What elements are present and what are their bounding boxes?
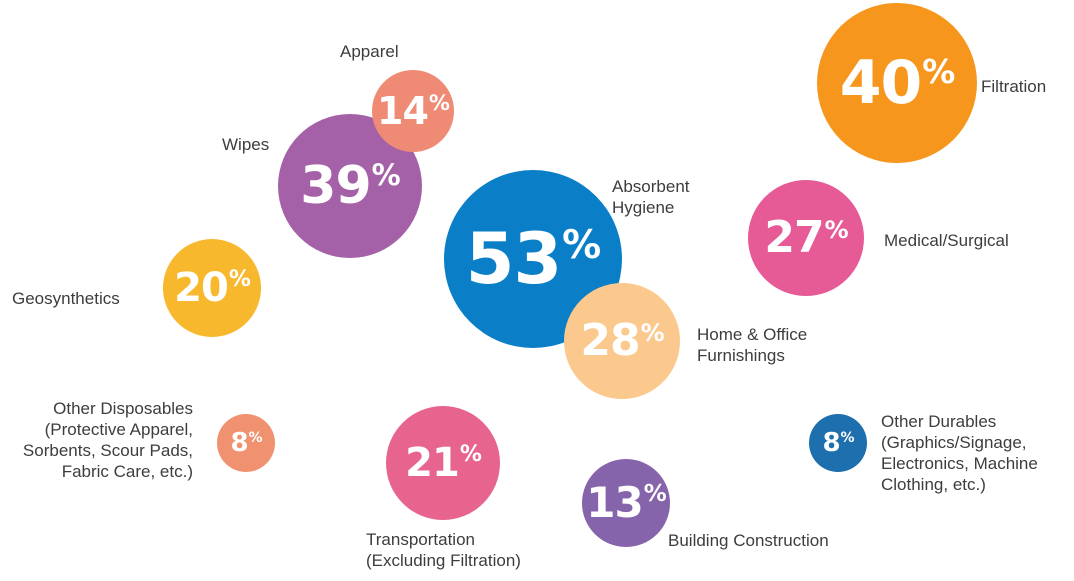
building-construction-label: Building Construction — [668, 530, 829, 551]
absorbent-hygiene-percent-sign: % — [562, 222, 601, 268]
apparel-label: Apparel — [340, 41, 399, 62]
other-disposables-label-line: Sorbents, Scour Pads, — [22, 441, 193, 460]
transportation-bubble: 21% — [386, 406, 500, 520]
transportation-label-line: (Excluding Filtration) — [366, 551, 521, 570]
medical-surgical-label: Medical/Surgical — [884, 230, 1009, 251]
other-durables-label-line: Electronics, Machine — [881, 454, 1038, 473]
other-disposables-label: Other Disposables (Protective Apparel, Sor… — [23, 398, 193, 482]
building-construction-percent-sign: % — [643, 481, 667, 508]
absorbent-hygiene-label: Absorbent Hygiene — [612, 176, 690, 218]
home-office-furnishings-label-line: Furnishings — [697, 346, 785, 365]
home-office-furnishings-label: Home & Office Furnishings — [697, 324, 807, 366]
apparel-percent-sign: % — [428, 91, 450, 116]
building-construction-value: 13 — [586, 478, 643, 527]
filtration-bubble: 40% — [817, 3, 977, 163]
transportation-label: Transportation (Excluding Filtration) — [366, 529, 521, 571]
transportation-percent-sign: % — [459, 442, 482, 468]
home-office-furnishings-label-line: Home & Office — [697, 325, 808, 344]
medical-surgical-label-line: Medical/Surgical — [884, 231, 1009, 250]
medical-surgical-percent-sign: % — [824, 215, 849, 244]
other-durables-label-line: Other Durables — [881, 412, 997, 431]
other-disposables-label-line: Other Disposables — [53, 399, 193, 418]
geosynthetics-value: 20 — [174, 265, 229, 311]
transportation-label-line: Transportation — [366, 530, 475, 549]
absorbent-hygiene-value: 53 — [465, 218, 562, 300]
home-office-furnishings-value: 28 — [580, 315, 640, 366]
other-durables-label-line: (Graphics/Signage, — [881, 433, 1027, 452]
absorbent-hygiene-label-line: Hygiene — [612, 198, 675, 217]
absorbent-hygiene-bubble: 53% — [444, 170, 622, 348]
geosynthetics-label-line: Geosynthetics — [12, 289, 120, 308]
home-office-furnishings-percent-sign: % — [640, 318, 665, 347]
other-disposables-label-line: (Protective Apparel, — [44, 420, 193, 439]
filtration-value: 40 — [839, 48, 922, 118]
other-durables-percent-sign: % — [840, 430, 855, 447]
other-durables-label-line: Clothing, etc.) — [881, 475, 986, 494]
other-disposables-percent-sign: % — [248, 430, 263, 447]
absorbent-hygiene-label-line: Absorbent — [612, 177, 690, 196]
other-disposables-value: 8 — [230, 428, 248, 458]
building-construction-bubble: 13% — [582, 459, 670, 547]
medical-surgical-value: 27 — [764, 212, 824, 263]
other-disposables-label-line: Fabric Care, etc.) — [61, 462, 193, 481]
filtration-percent-sign: % — [922, 51, 955, 91]
geosynthetics-label: Geosynthetics — [12, 288, 120, 309]
home-office-furnishings-bubble: 28% — [564, 283, 680, 399]
other-durables-value: 8 — [822, 428, 840, 458]
apparel-value: 14 — [377, 89, 429, 133]
other-durables-label: Other Durables (Graphics/Signage, Electron… — [881, 411, 1038, 495]
geosynthetics-bubble: 20% — [163, 239, 261, 337]
other-durables-bubble: 8% — [809, 414, 867, 472]
filtration-label-line: Filtration — [981, 77, 1047, 96]
wipes-percent-sign: % — [371, 158, 401, 193]
wipes-label: Wipes — [222, 134, 269, 155]
apparel-label-line: Apparel — [340, 42, 399, 61]
building-construction-label-line: Building Construction — [668, 531, 829, 550]
wipes-value: 39 — [300, 156, 371, 216]
filtration-label: Filtration — [981, 76, 1046, 97]
apparel-bubble: 14% — [372, 70, 454, 152]
medical-surgical-bubble: 27% — [748, 180, 864, 296]
transportation-value: 21 — [405, 440, 460, 486]
geosynthetics-percent-sign: % — [228, 267, 251, 293]
wipes-label-line: Wipes — [222, 135, 270, 154]
other-disposables-bubble: 8% — [217, 414, 275, 472]
